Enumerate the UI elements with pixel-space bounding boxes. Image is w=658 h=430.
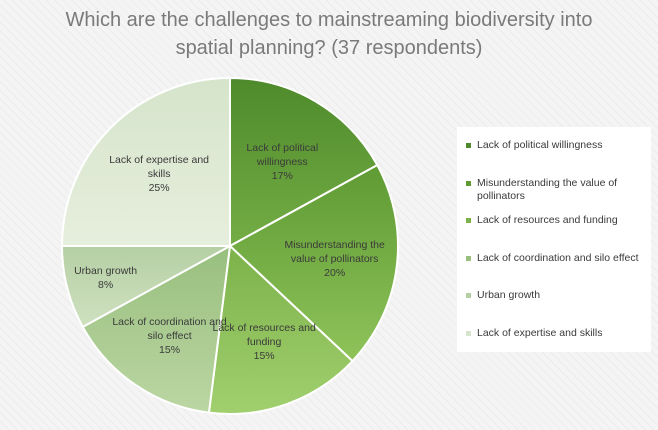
slice-label-line: Lack of coordination and xyxy=(112,316,227,328)
legend-label: Lack of coordination and silo effect xyxy=(477,252,639,265)
legend-label-line: Misunderstanding the value of xyxy=(477,176,618,189)
slice-labels: Lack of political willingness 17% Misunders… xyxy=(74,142,385,362)
slice-label-line: willingness xyxy=(256,156,308,168)
legend-swatch xyxy=(466,143,471,148)
legend-item: Lack of expertise and skills xyxy=(466,327,645,365)
pie-slice xyxy=(229,76,379,248)
legend-swatch xyxy=(466,180,471,186)
pie-slice xyxy=(228,163,400,363)
legend-label-line: Lack of expertise and skills xyxy=(477,326,603,339)
slice-label-line: Lack of political xyxy=(246,142,318,154)
slice-label-line: Urban growth xyxy=(74,265,137,277)
legend-label-line: Lack of coordination and silo effect xyxy=(477,251,639,264)
slice-label: Lack of resources and funding 15% xyxy=(212,322,315,362)
slice-label: Misunderstanding the value of pollinators… xyxy=(284,239,385,279)
legend-label-line: Urban growth xyxy=(477,289,541,301)
slice-label-line: 20% xyxy=(324,267,345,279)
slice-label-line: Lack of expertise and xyxy=(109,154,209,166)
legend-swatch xyxy=(466,330,471,336)
legend-swatch xyxy=(466,218,471,223)
legend-item: Lack of resources and funding xyxy=(466,214,645,252)
legend-label-line: Lack of political willingness xyxy=(477,139,603,151)
slice-label-line: 15% xyxy=(159,344,180,356)
legend-label-line: pollinators xyxy=(477,189,525,202)
legend-item: Lack of political willingness xyxy=(466,139,645,177)
slice-label-line: value of pollinators xyxy=(291,253,379,265)
legend-label-line: Lack of resources and funding xyxy=(477,214,618,226)
legend-item: Lack of coordination and silo effect xyxy=(466,252,645,290)
legend-label: Misunderstanding the value of pollinators xyxy=(477,177,617,203)
slice-label-line: funding xyxy=(247,336,282,348)
legend-label: Lack of political willingness xyxy=(477,139,602,152)
slice-label: Lack of expertise and skills 25% xyxy=(109,154,209,194)
slice-label-line: 17% xyxy=(272,170,293,182)
legend-label: Lack of expertise and skills xyxy=(477,327,602,340)
pie-slice xyxy=(81,244,232,414)
legend-label: Lack of resources and funding xyxy=(477,214,618,227)
legend-swatch xyxy=(466,293,471,298)
slice-label-line: silo effect xyxy=(147,330,191,342)
chart-title: Which are the challenges to mainstreamin… xyxy=(66,9,593,59)
legend-item: Misunderstanding the value of pollinators xyxy=(466,177,645,215)
slice-label-line: 8% xyxy=(98,279,113,291)
slice-label: Lack of coordination and silo effect 15% xyxy=(112,316,227,356)
slice-label-line: 25% xyxy=(149,182,170,194)
slice-label-line: Misunderstanding the xyxy=(284,239,385,251)
slice-label-line: Lack of resources and xyxy=(212,322,315,334)
slice-label-line: skills xyxy=(148,168,171,180)
legend-swatch xyxy=(466,255,471,261)
legend-item: Urban growth xyxy=(466,289,645,327)
legend: Lack of political willingness Misundersta… xyxy=(457,127,651,352)
chart-title-line: Which are the challenges to mainstreamin… xyxy=(66,9,593,31)
pie-slice xyxy=(207,243,354,415)
chart-title-line: spatial planning? (37 respondents) xyxy=(176,37,483,59)
slice-label: Urban growth 8% xyxy=(74,265,137,291)
pie-slice xyxy=(60,76,231,247)
slice-label-line: 15% xyxy=(254,350,275,362)
slice-label: Lack of political willingness 17% xyxy=(246,142,318,182)
pie-slices xyxy=(60,76,400,415)
legend-label: Urban growth xyxy=(477,289,540,302)
